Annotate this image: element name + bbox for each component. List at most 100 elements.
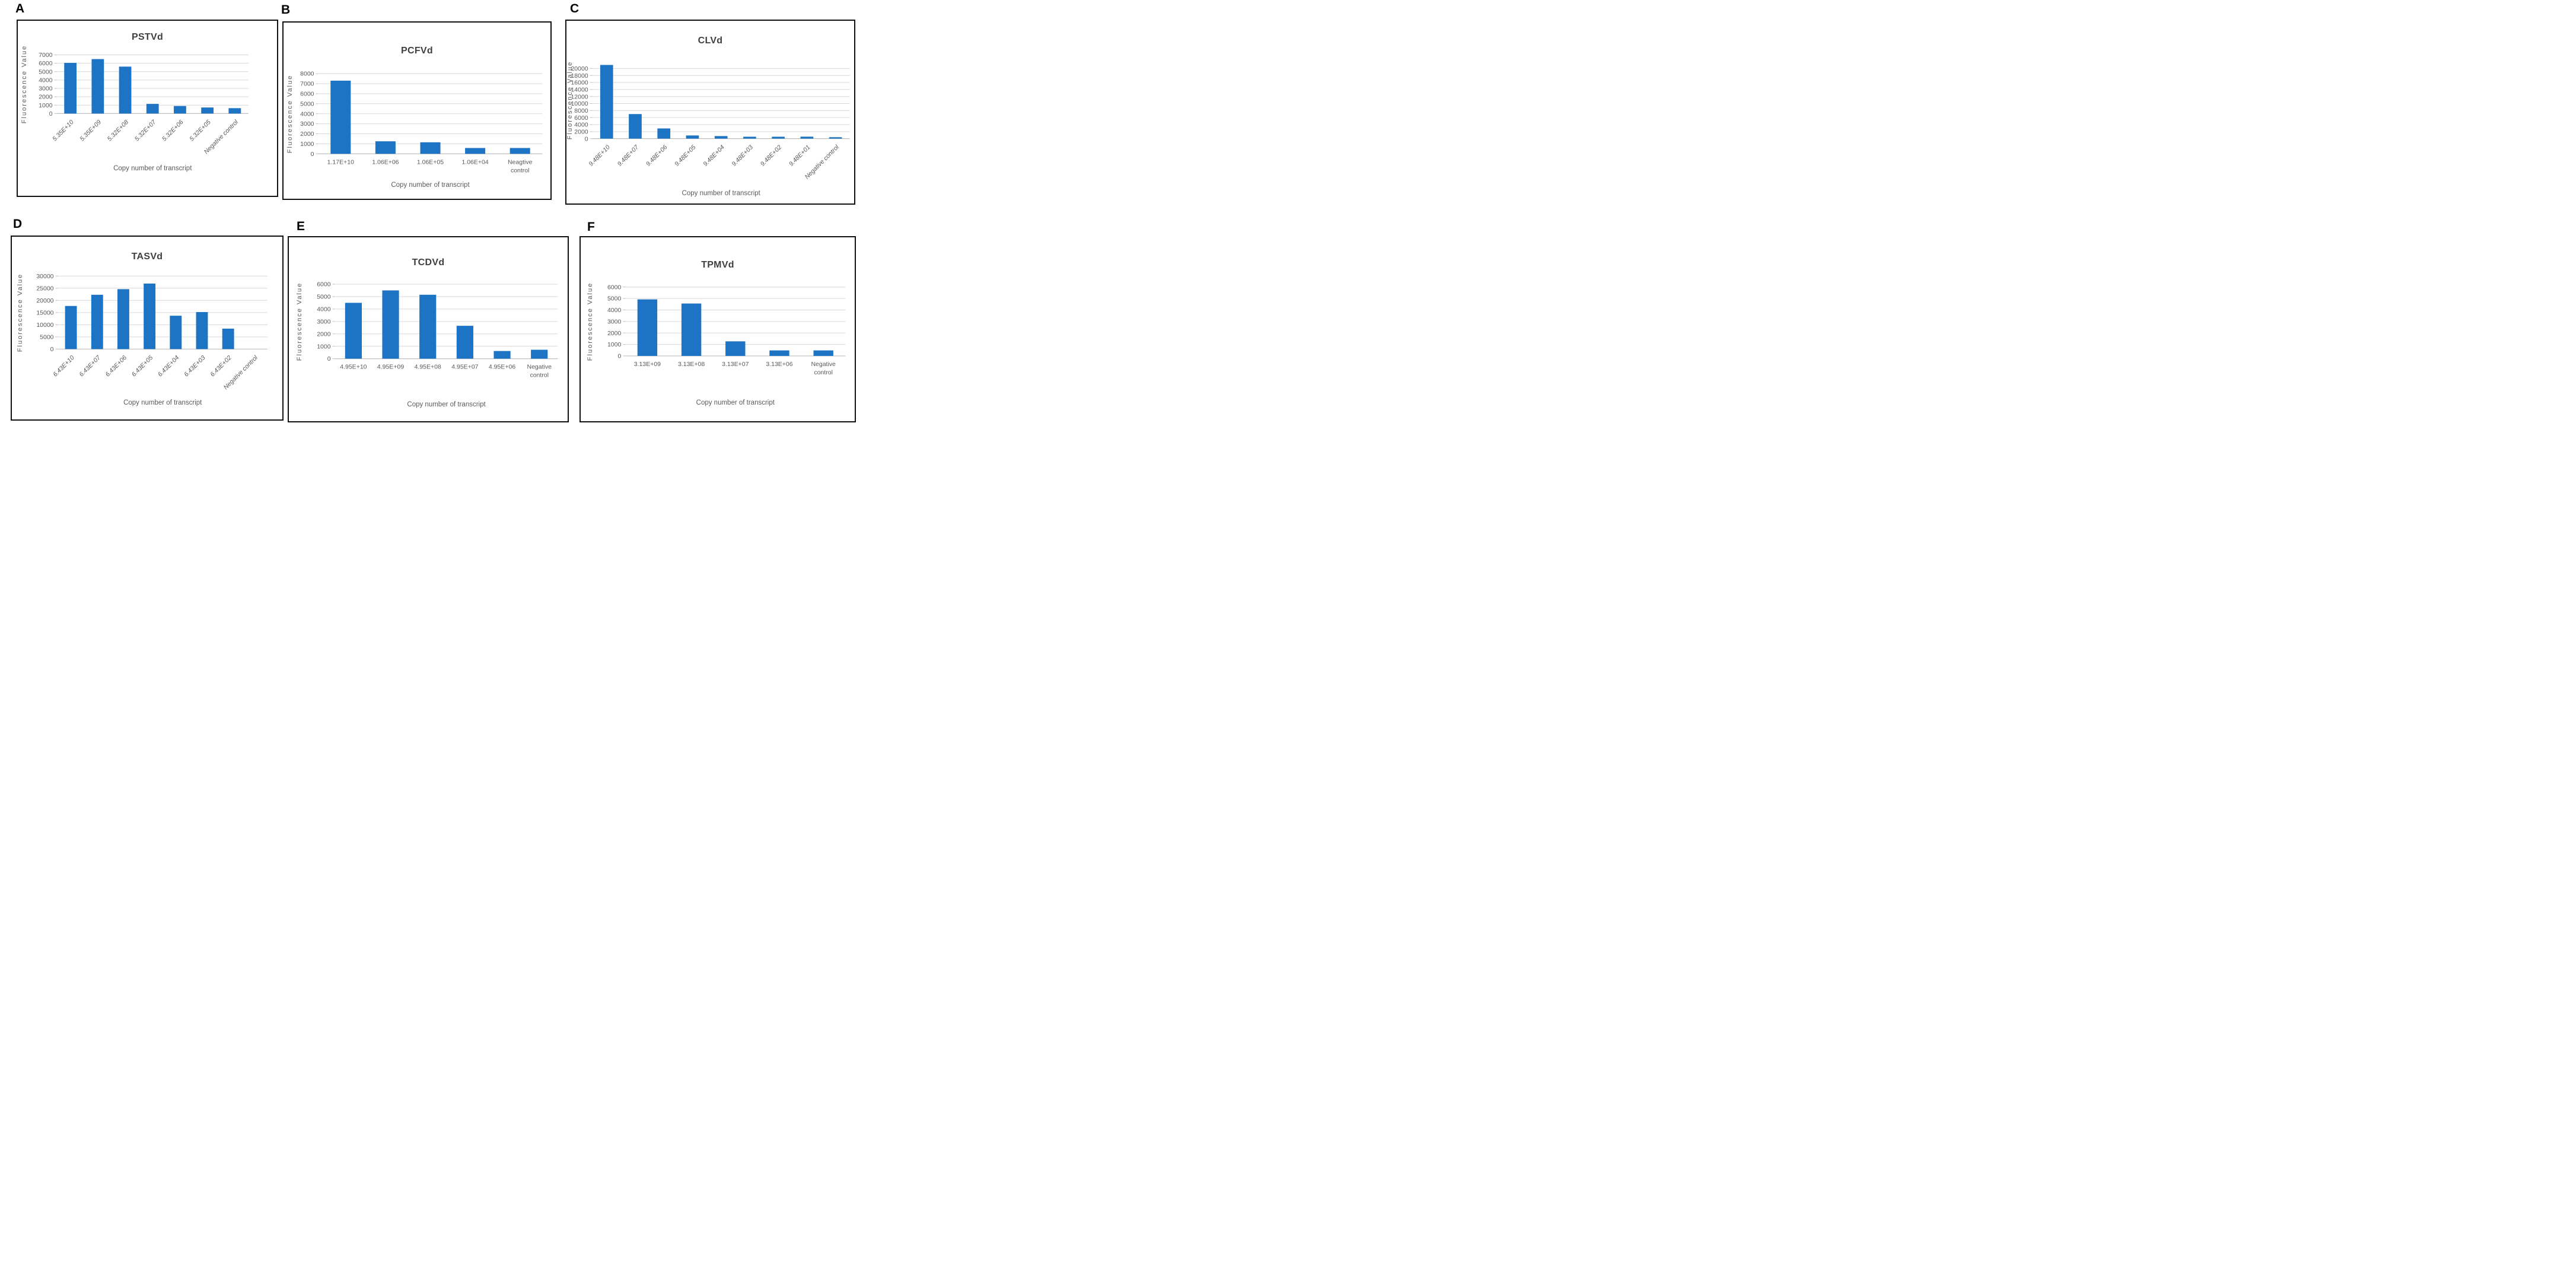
panel-d: D TASVd Fluorescence Value 0 5000 10000 150… (11, 218, 284, 421)
y-tick-label: 1000 (317, 343, 331, 350)
y-tick-label: 6000 (574, 115, 588, 122)
y-tick-label: 4000 (574, 122, 588, 129)
bar (174, 106, 186, 114)
y-tick-label: 6000 (607, 284, 622, 291)
bar (465, 148, 486, 154)
x-tick-label: 1.17E+10 (327, 158, 354, 166)
bar (813, 350, 833, 356)
bar (629, 114, 642, 139)
y-tick-label: 0 (617, 353, 621, 360)
panel-b-title: PCFVd (401, 45, 433, 56)
bar (196, 311, 208, 349)
figure-canvas: A PSTVd Fluorescence Value 0 1000 2000 3000… (0, 0, 859, 423)
bar (456, 326, 473, 359)
bar (91, 294, 103, 349)
y-tick-label: 8000 (574, 107, 588, 115)
y-tick-label: 14000 (571, 86, 588, 93)
y-tick-label: 7000 (300, 81, 314, 88)
y-tick-label: 12000 (571, 93, 588, 100)
panel-f-x-axis-title: Copy number of transcript (696, 399, 775, 406)
bar (144, 283, 156, 349)
x-tick-label: 6.43E+05 (130, 354, 155, 379)
bar (829, 137, 842, 139)
y-tick-label: 2000 (574, 128, 588, 135)
y-tick-label: 0 (50, 346, 54, 353)
panel-c-plot: 0200040006000800010000120001400016000180… (571, 65, 850, 180)
bar (493, 351, 511, 359)
panel-c-x-axis-title: Copy number of transcript (682, 189, 760, 197)
y-tick-label: 2000 (317, 330, 331, 338)
y-tick-label: 5000 (300, 100, 314, 107)
bar (600, 65, 613, 139)
x-tick-label: 4.95E+08 (415, 364, 441, 371)
panel-f: F TPMVd Fluorescence Value 0 1000 2000 3000… (579, 221, 856, 422)
y-tick-label: 3000 (300, 120, 314, 128)
panel-c-letter: C (570, 2, 579, 15)
panel-e: E TCDVd Fluorescence Value 0 1000 2000 3000… (288, 220, 569, 422)
x-tick-label: 5.32E+05 (188, 119, 212, 143)
x-tick-label: 5.35E+09 (78, 119, 103, 143)
y-tick-label: 15000 (36, 309, 53, 316)
y-tick-label: 2000 (39, 94, 53, 101)
y-tick-label: 25000 (36, 285, 53, 292)
panel-b-x-axis-title: Copy number of transcript (391, 182, 470, 189)
panel-b-letter: B (281, 3, 291, 17)
bar (681, 303, 702, 356)
x-tick-label: 6.43E+06 (104, 354, 129, 379)
bar (91, 59, 104, 114)
y-tick-label: 10000 (571, 100, 588, 107)
x-tick-label: 5.35E+10 (51, 119, 75, 143)
bar (117, 289, 129, 349)
bar (222, 328, 234, 349)
y-tick-label: 0 (311, 151, 314, 158)
x-tick-label: 4.95E+10 (340, 364, 367, 371)
y-tick-label: 1000 (607, 341, 622, 348)
bar (769, 350, 789, 356)
y-tick-label: 4000 (39, 77, 53, 84)
y-tick-label: 8000 (300, 71, 314, 78)
x-tick-label: 1.06E+04 (461, 158, 488, 166)
y-tick-label: 18000 (571, 72, 588, 79)
x-tick-label: 6.43E+04 (157, 354, 181, 379)
panel-e-plot: 0 1000 2000 3000 4000 5000 6000 4.95E+10 4.95E+0… (317, 281, 558, 379)
panel-f-plot: 0 1000 2000 3000 4000 5000 6000 3.13E+09 3.13E+0… (607, 284, 846, 376)
y-tick-label: 0 (585, 135, 588, 142)
y-tick-label: 6000 (39, 60, 53, 67)
y-tick-label: 1000 (39, 102, 53, 109)
x-tick-label: 3.13E+09 (634, 361, 661, 368)
x-tick-label: control (814, 369, 833, 376)
y-tick-label: 4000 (317, 306, 331, 313)
x-tick-label: control (530, 372, 549, 379)
y-tick-label: 5000 (317, 294, 331, 301)
panel-c-title: CLVd (698, 35, 723, 46)
bar (420, 142, 441, 154)
y-tick-label: 3000 (607, 318, 622, 325)
y-tick-label: 5000 (607, 295, 622, 303)
y-tick-label: 1000 (300, 141, 314, 148)
panel-b: B PCFVd Fluorescence Value 0 1000 2000 3000… (281, 4, 552, 200)
panel-a: A PSTVd Fluorescence Value 0 1000 2000 3000… (15, 2, 278, 197)
bar (64, 62, 77, 114)
panel-a-title: PSTVd (131, 32, 164, 43)
x-tick-label: 9.48E+03 (731, 144, 755, 168)
bar (345, 303, 362, 359)
bar (657, 128, 671, 139)
x-tick-label: 1.06E+05 (417, 158, 444, 166)
panel-a-letter: A (15, 2, 25, 15)
x-tick-label: Neagtive (508, 158, 533, 166)
x-tick-label: 9.48E+06 (645, 144, 669, 168)
bar (330, 80, 351, 154)
bar (201, 107, 214, 114)
panel-b-plot: 0 1000 2000 3000 4000 5000 6000 7000 8000 1.17E+1… (300, 71, 543, 174)
y-tick-label: 10000 (36, 322, 53, 329)
bar (531, 349, 548, 359)
y-tick-label: 5000 (40, 333, 54, 341)
y-tick-label: 20000 (571, 65, 588, 72)
y-tick-label: 2000 (607, 330, 622, 337)
y-tick-label: 0 (327, 355, 331, 362)
bar (714, 136, 728, 139)
panel-f-title: TPMVd (701, 259, 734, 270)
x-tick-label: Negative (527, 364, 552, 371)
